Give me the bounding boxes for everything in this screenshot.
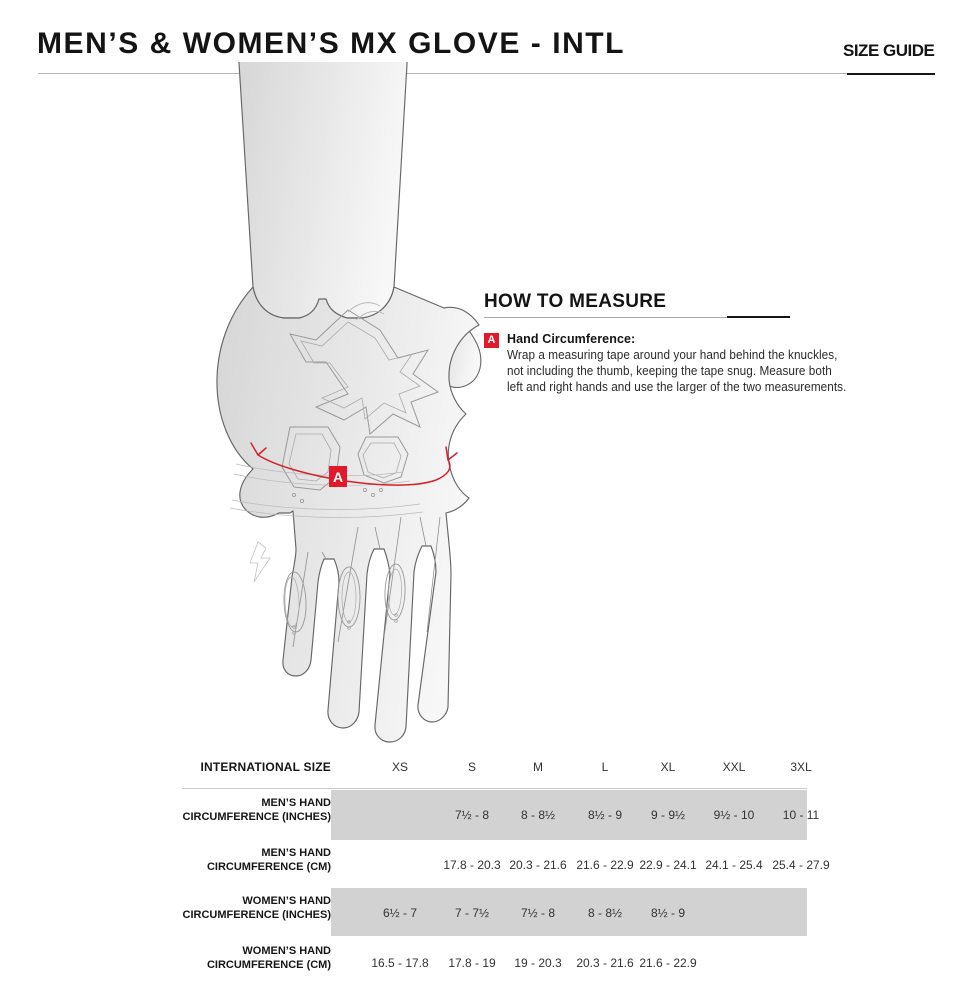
svg-text:A: A	[333, 469, 343, 485]
